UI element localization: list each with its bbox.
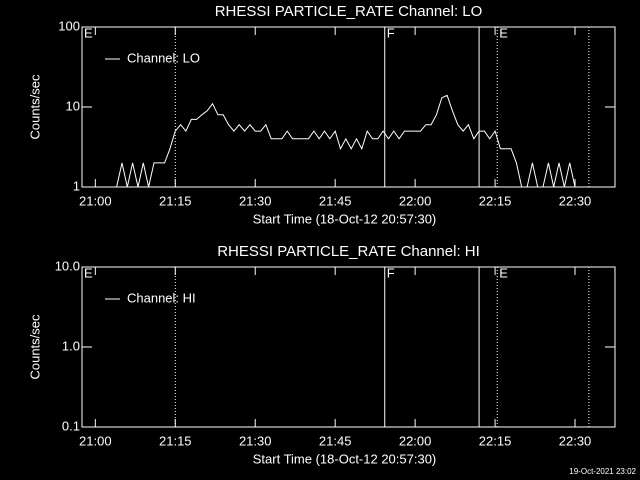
x-tick-label: 22:30 xyxy=(559,193,592,208)
x-tick-label: 22:00 xyxy=(399,193,432,208)
footer: 19-Oct-2021 23:02 xyxy=(569,467,636,476)
x-tick-label: 22:15 xyxy=(479,433,512,448)
x-tick-label: 21:15 xyxy=(159,433,192,448)
chart-title: RHESSI PARTICLE_RATE Channel: HI xyxy=(217,243,480,260)
x-tick-label: 22:15 xyxy=(479,193,512,208)
y-axis-label: Counts/sec xyxy=(27,314,42,380)
x-tick-label: 21:00 xyxy=(79,193,112,208)
event-label: F xyxy=(387,25,395,40)
event-label: E xyxy=(499,25,508,40)
x-axis-label: Start Time (18-Oct-12 20:57:30) xyxy=(253,211,437,226)
x-tick-label: 21:00 xyxy=(79,433,112,448)
y-tick-label: 1 xyxy=(73,178,80,193)
x-tick-label: 22:00 xyxy=(399,433,432,448)
x-tick-label: 21:30 xyxy=(239,193,272,208)
event-label: E xyxy=(84,265,93,280)
event-label: F xyxy=(387,265,395,280)
y-tick-label: 100 xyxy=(58,18,80,33)
y-tick-label: 1.0 xyxy=(62,338,80,353)
x-axis-label: Start Time (18-Oct-12 20:57:30) xyxy=(253,451,437,466)
y-tick-label: 10.0 xyxy=(55,258,80,273)
event-label: E xyxy=(84,25,93,40)
x-tick-label: 21:45 xyxy=(319,433,352,448)
data-line xyxy=(84,94,581,188)
y-tick-label: 0.1 xyxy=(62,418,80,433)
y-axis-label: Counts/sec xyxy=(27,74,42,140)
x-tick-label: 22:30 xyxy=(559,433,592,448)
legend-label: Channel: LO xyxy=(127,50,200,65)
event-label: E xyxy=(499,265,508,280)
chart-title: RHESSI PARTICLE_RATE Channel: LO xyxy=(215,3,483,20)
legend-label: Channel: HI xyxy=(127,290,196,305)
x-tick-label: 21:15 xyxy=(159,193,192,208)
x-tick-label: 21:45 xyxy=(319,193,352,208)
y-tick-label: 10 xyxy=(66,98,80,113)
x-tick-label: 21:30 xyxy=(239,433,272,448)
